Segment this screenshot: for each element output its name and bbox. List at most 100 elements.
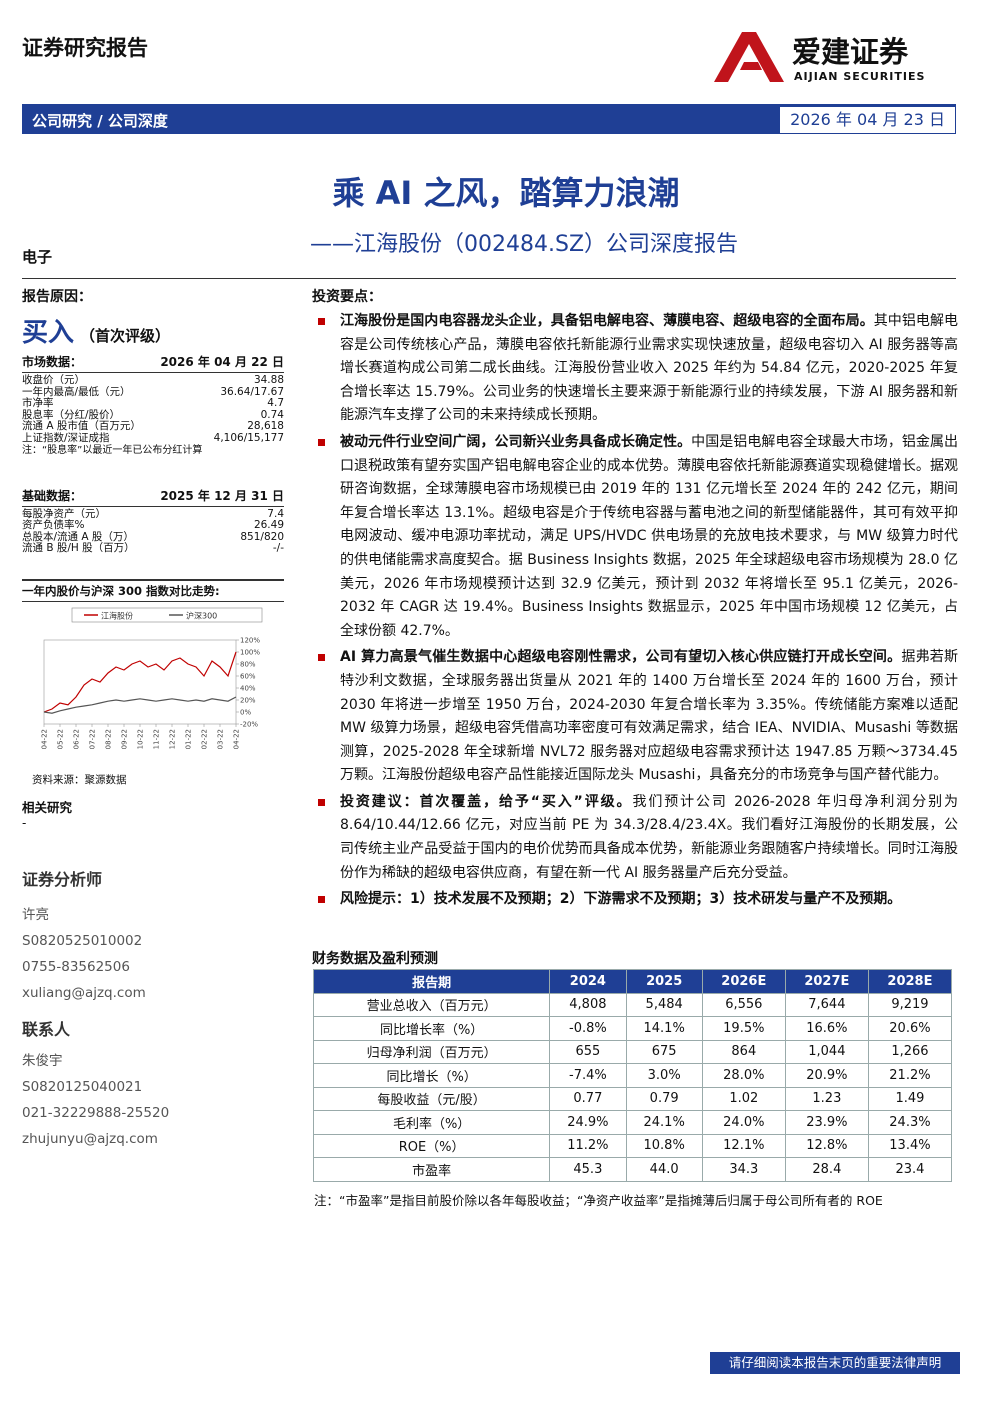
market-rows: 收盘价（元） 34.88 一年内最高/最低（元） 36.64/17.67 市净率 4.7 股… [22,374,284,445]
field: 总股本/流通 A 股（万） [22,530,134,543]
cell: 20.6% [867,1016,953,1041]
legend-box [71,607,263,623]
contact-line: 0755-83562506 [22,958,130,975]
cell: 4,808 [549,992,627,1017]
cell: 12.8% [784,1133,869,1158]
row: 市盈率 45.3 44.0 34.3 28.4 23.4 [312,1157,953,1182]
cell: 3.0% [625,1063,703,1088]
x-tick-label: 04-22 [41,729,49,749]
cell: 23.4 [867,1157,953,1182]
point-text: 我们预计公司 2026-2028 年归母净利润分别为 8.64/10.44/12… [340,793,958,881]
y-tick-label: 120% [240,636,260,644]
cell: 同比增长（%） [312,1063,551,1088]
cell: 12.1% [701,1133,786,1158]
point: 风险提示：1）技术发展不及预期；2）下游需求不及预期；3）技术研发与量产不及预期… [312,888,958,912]
point-lead: 风险提示：1）技术发展不及预期；2）下游需求不及预期；3）技术研发与量产不及预期… [340,891,902,908]
brand-cn: 爱建证券 [792,35,909,69]
points: 江海股份是国内电容器龙头企业，具备铝电解电容、薄膜电容、超级电容的全面布局。其中… [312,310,958,912]
brand-logo: 爱建证券 AIJIAN SECURITIES [714,32,925,83]
y-tick-label: 100% [240,648,260,656]
data-row: 股息率（分红/股价） 0.74 [22,408,284,422]
subtitle: ——江海股份（002484.SZ）公司深度报告 [310,232,739,257]
date: 2025 年 12 月 31 日 [160,488,284,503]
x-tick-label: 10-22 [137,729,145,749]
x-tick-label: 12-22 [169,729,177,749]
sidebar: 报告原因： 买入 （首次评级） 市场数据： 2026 年 04 月 22 日 收盘价… [22,286,284,1152]
logo-mark [740,62,762,70]
series-line [43,696,237,714]
field: 流通 B 股/H 股（百万） [22,542,135,555]
cell: 1,266 [867,1039,953,1064]
x-tick-label: 07-22 [89,729,97,749]
cell: 28.0% [701,1063,786,1088]
points-heading: 投资要点： [312,289,382,305]
cell: 1.49 [867,1086,953,1111]
contact: 朱俊宇 S0820125040021 021-32229888-25520 zhuju… [22,1048,284,1152]
point: 投资建议：首次覆盖，给予“买入”评级。我们预计公司 2026-2028 年归母净… [312,791,958,885]
cell: 19.5% [701,1016,786,1041]
header-cell: 2026E [701,969,786,994]
value: 26.49 [253,519,284,532]
contact-line: S0820525010002 [22,932,143,949]
value: 851/820 [240,530,284,543]
contact-line: xuliang@ajzq.com [22,984,146,1001]
cell: 45.3 [549,1157,627,1182]
report-type: 证券研究报告 [22,36,148,60]
point: 被动元件行业空间广阔，公司新兴业务具备成长确定性。中国是铝电解电容全球最大市场，… [312,431,958,643]
cell: ROE（%） [312,1133,551,1158]
x-tick-label: 11-22 [153,729,161,749]
cell: 24.1% [625,1110,703,1135]
y-tick-label: 80% [240,660,256,668]
header-cell: 2024 [549,969,627,994]
field: 每股净资产（元） [22,507,106,520]
analyst: 许亮 S0820525010002 0755-83562506 xuliang@ajz… [22,902,284,1006]
header-cell: 2025 [625,969,703,994]
row: 同比增长（%） -7.4% 3.0% 28.0% 20.9% 21.2% [312,1063,953,1088]
reason-label: 报告原因： [22,289,92,305]
value: 4.7 [267,397,284,410]
point-text: 中国是铝电解电容全球最大市场，铝金属出口退税政策有望夯实国产铝电解电容企业的成本… [340,433,959,639]
cell: 营业总收入（百万元） [312,992,551,1017]
value: 34.88 [253,374,284,386]
cell: -0.8% [549,1016,627,1041]
table-note: 注：“市盈率”是指目前股价除以各年每股收益；“净资产收益率”是指摊薄后归属于母公… [314,1193,883,1208]
point: 江海股份是国内电容器龙头企业，具备铝电解电容、薄膜电容、超级电容的全面布局。其中… [312,310,958,428]
cell: 市盈率 [312,1157,551,1182]
y-tick-label: 60% [240,672,256,680]
data-row: 每股净资产（元） 7.4 [22,507,284,521]
category: 公司研究 / 公司深度 [32,112,168,130]
brand-en: AIJIAN SECURITIES [794,70,925,83]
analyst-heading: 证券分析师 [22,869,103,889]
chart-title: 一年内股价与沪深 300 指数对比走势: [22,578,284,602]
cell: 16.6% [784,1016,869,1041]
cell: 1.23 [784,1086,869,1111]
cell: 9,219 [867,992,953,1017]
value: 0.74 [260,408,284,421]
note: 注：“股息率”以最近一年已公布分红计算 [22,444,203,456]
header-cell: 2028E [867,969,953,994]
cell: 10.8% [625,1133,703,1158]
contact-line: 朱俊宇 [22,1052,63,1069]
cell: 655 [549,1039,627,1064]
data-row: 资产负债率% 26.49 [22,520,284,532]
cell: -7.4% [549,1063,627,1088]
data-row: 一年内最高/最低（元） 36.64/17.67 [22,386,284,399]
data-row: 流通 A 股市值（百万元） 28,618 [22,421,284,433]
point-lead: 被动元件行业空间广阔，公司新兴业务具备成长确定性。 [340,433,692,450]
field: 股息率（分红/股价） [22,408,121,421]
x-tick-label: 08-22 [105,729,113,749]
cell: 21.2% [867,1063,953,1088]
cell: 23.9% [784,1110,869,1135]
x-tick-label: 04-22 [233,729,241,749]
report-date: 2026 年 04 月 23 日 [779,106,956,134]
logo-mark [714,32,784,82]
cell: 11.2% [549,1133,627,1158]
field: 市净率 [22,397,54,410]
rating-note: （首次评级） [80,327,171,345]
title: 乘 AI 之风，踏算力浪潮 [332,174,680,212]
cell: 14.1% [625,1016,703,1041]
cell: 675 [625,1039,703,1064]
cell: 28.4 [784,1157,869,1182]
cell: 归母净利润（百万元） [312,1039,551,1064]
row: 同比增长率（%） -0.8% 14.1% 19.5% 16.6% 20.6% [312,1016,953,1041]
